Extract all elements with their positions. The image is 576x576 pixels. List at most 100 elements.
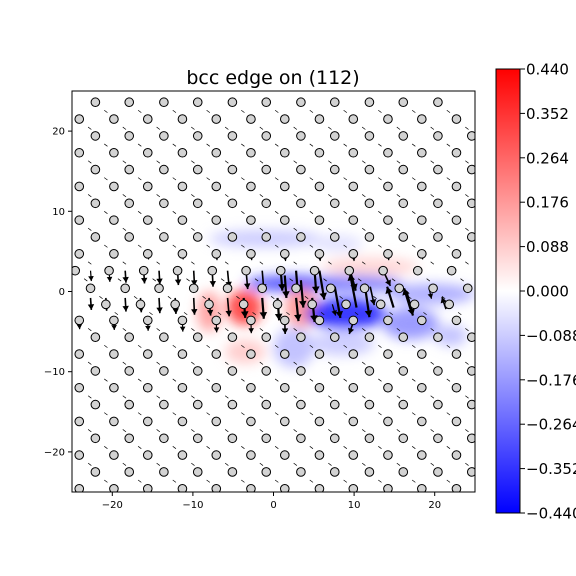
atom-marker	[90, 332, 101, 343]
atom-marker	[279, 382, 290, 393]
atom-marker	[90, 467, 101, 477]
quiver-tick	[206, 344, 211, 348]
quiver-tick	[241, 412, 245, 416]
atom-marker	[398, 366, 409, 376]
quiver-tick	[343, 344, 348, 348]
atom-marker	[159, 433, 169, 444]
quiver-tick	[156, 160, 161, 164]
quiver-tick	[293, 462, 298, 466]
atom-marker	[417, 114, 427, 124]
atom-marker	[433, 164, 443, 175]
colorbar-tick-label: 0.088	[526, 238, 569, 256]
field-blob	[382, 307, 439, 340]
atom-marker	[177, 483, 188, 492]
atom-marker	[314, 315, 325, 326]
atom-marker	[296, 467, 306, 477]
atom-marker	[90, 164, 101, 175]
field-blob	[305, 297, 387, 330]
atom-marker	[192, 164, 203, 175]
atom-marker	[109, 349, 119, 359]
quiver-tick	[446, 109, 451, 113]
atom-marker	[291, 283, 301, 294]
atom-marker	[142, 450, 153, 460]
atom-marker	[177, 382, 188, 393]
displacement-arrow	[298, 280, 307, 308]
quiver-tick	[328, 126, 332, 130]
quiver-tick	[241, 446, 245, 449]
atom-marker	[348, 416, 359, 427]
atom-marker	[314, 114, 325, 124]
atom-marker	[85, 283, 96, 294]
quiver-tick	[156, 227, 161, 231]
quiver-tick	[430, 261, 435, 265]
quiver-tick	[241, 177, 245, 181]
quiver-tick	[88, 497, 91, 499]
atom-marker	[428, 283, 438, 294]
atom-marker	[192, 467, 203, 477]
quiver-tick	[294, 497, 297, 499]
quiver-tick	[274, 244, 279, 248]
displacement-arrow	[122, 297, 129, 312]
arrow-head	[106, 276, 113, 282]
atom-marker	[348, 215, 359, 225]
quiver-tick	[446, 378, 451, 382]
atom-marker	[383, 349, 393, 359]
field-blob	[273, 327, 314, 368]
displacement-arrow	[347, 273, 358, 308]
quiver-tick	[357, 278, 362, 282]
atom-marker	[261, 164, 272, 175]
field-blob	[225, 339, 266, 364]
atom-marker	[279, 114, 290, 124]
atom-marker	[138, 265, 149, 276]
quiver-tick	[430, 462, 435, 466]
x-tick-label: −20	[102, 500, 123, 511]
atom-marker	[246, 349, 256, 359]
quiver-tick	[104, 344, 108, 348]
atom-marker	[375, 299, 386, 310]
quiver-tick	[225, 497, 228, 499]
atom-marker	[192, 332, 203, 343]
atom-marker	[451, 249, 462, 259]
quiver-tick	[206, 446, 211, 449]
quiver-tick	[396, 227, 401, 231]
quiver-tick	[224, 429, 229, 433]
atom-marker	[364, 399, 375, 410]
quiver-tick	[224, 462, 229, 466]
y-axis: −20 −10 0 10 20	[44, 127, 72, 458]
quiver-tick	[236, 296, 240, 299]
atom-marker	[90, 366, 101, 376]
colorbar: 0.440 0.352 0.264 0.176 0.088 0.000 −0.088 −0.1…	[495, 61, 576, 523]
displacement-arrow	[318, 270, 327, 300]
quiver-tick	[323, 278, 327, 282]
quiver-tick	[152, 278, 157, 282]
atom-marker	[398, 164, 409, 175]
quiver-tick	[411, 177, 416, 181]
atom-marker	[104, 265, 114, 276]
quiver-tick	[396, 361, 401, 365]
quiver-tick	[411, 412, 416, 416]
atom-marker	[246, 147, 256, 158]
atom-marker	[383, 382, 393, 393]
atom-marker	[246, 382, 256, 393]
atom-marker	[211, 382, 222, 393]
quiver-tick	[293, 126, 298, 130]
atom-marker	[466, 366, 475, 376]
atom-marker	[314, 215, 325, 225]
atom-marker	[348, 382, 359, 393]
quiver-tick	[122, 395, 127, 399]
quiver-tick	[378, 143, 382, 147]
atom-marker	[211, 416, 222, 427]
displacement-arrow	[294, 297, 302, 322]
atom-marker	[451, 382, 462, 393]
atom-marker	[348, 315, 359, 326]
quiver-tick	[361, 328, 366, 332]
atom-marker	[451, 450, 462, 460]
quiver-tick	[343, 479, 348, 483]
atom-marker	[446, 265, 457, 276]
quiver-tick	[426, 278, 431, 282]
quiver-tick	[378, 211, 382, 214]
atom-marker	[211, 147, 222, 158]
atom-marker	[296, 366, 306, 376]
quiver-tick	[430, 194, 435, 198]
quiver-tick	[241, 378, 245, 382]
